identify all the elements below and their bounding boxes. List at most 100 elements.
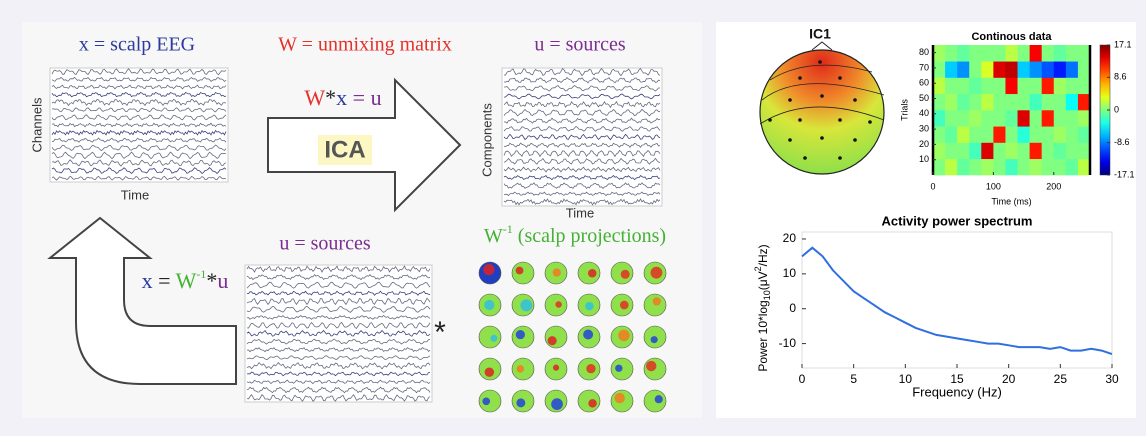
heat-cell bbox=[981, 126, 994, 143]
trace bbox=[504, 84, 660, 92]
heat-cell bbox=[981, 158, 994, 176]
heat-cell bbox=[1029, 45, 1042, 62]
trace bbox=[51, 114, 227, 121]
heat-cell bbox=[957, 61, 970, 78]
trace bbox=[503, 125, 661, 132]
heat-cell bbox=[957, 110, 970, 127]
trace bbox=[246, 265, 431, 273]
topo-blob bbox=[586, 363, 596, 374]
heat-cell bbox=[1005, 126, 1018, 143]
trace bbox=[246, 394, 431, 402]
trace bbox=[246, 305, 431, 313]
heat-cell bbox=[993, 93, 1006, 111]
electrode bbox=[868, 120, 872, 124]
electrode bbox=[838, 156, 842, 160]
heat-cell bbox=[945, 158, 958, 176]
heat-cell bbox=[1029, 61, 1042, 78]
topo-blob bbox=[555, 301, 562, 308]
trace bbox=[51, 144, 227, 152]
colorbar-label: 17.1 bbox=[1114, 39, 1132, 49]
electrode bbox=[820, 94, 824, 98]
heat-cell bbox=[993, 126, 1006, 143]
topo-blob bbox=[516, 365, 525, 373]
heat-cell bbox=[1041, 45, 1055, 62]
heat-cell bbox=[1005, 110, 1018, 127]
trace bbox=[503, 93, 661, 100]
y-tick-label: 10 bbox=[783, 266, 797, 280]
trace bbox=[246, 386, 431, 394]
heat-cell bbox=[1053, 45, 1067, 62]
x-tick-label: 0 bbox=[930, 181, 935, 191]
heat-cell bbox=[969, 110, 982, 127]
topo-blob bbox=[552, 364, 560, 371]
heat-cell bbox=[1017, 142, 1030, 160]
heat-cell bbox=[1077, 126, 1091, 143]
text: 10 bbox=[762, 290, 772, 300]
heat-cell bbox=[981, 142, 994, 160]
topo-blob bbox=[615, 364, 623, 372]
arrow bbox=[47, 216, 237, 385]
label: u = sources bbox=[534, 34, 625, 56]
y-tick-label: -10 bbox=[779, 336, 797, 350]
topo-blob bbox=[515, 266, 524, 275]
topo-blob bbox=[515, 330, 525, 340]
heat-cell bbox=[1065, 93, 1079, 111]
electrode bbox=[838, 118, 842, 122]
heat-cell bbox=[1029, 93, 1042, 111]
text: V bbox=[756, 271, 770, 279]
trace bbox=[503, 100, 661, 109]
sup: -1 bbox=[196, 267, 206, 281]
heat-cell bbox=[981, 61, 994, 78]
text: = bbox=[153, 268, 176, 293]
electrode bbox=[818, 60, 822, 64]
y-tick-label: 40 bbox=[919, 108, 929, 118]
trace bbox=[51, 175, 227, 181]
y-tick-label: 80 bbox=[919, 47, 929, 57]
heat-cell bbox=[1029, 110, 1042, 127]
ic-label: IC1 bbox=[809, 26, 831, 42]
heat-cell bbox=[969, 93, 982, 111]
heat-cell bbox=[993, 61, 1006, 78]
trace bbox=[246, 281, 431, 289]
heat-cell bbox=[1041, 110, 1055, 127]
topo-blob bbox=[552, 268, 561, 277]
electrode bbox=[853, 98, 857, 102]
text: (μ bbox=[756, 279, 770, 290]
x-tick-label: 200 bbox=[1046, 181, 1061, 191]
heat-cell bbox=[1053, 93, 1067, 111]
topo-blob bbox=[650, 336, 658, 344]
heat-cell bbox=[945, 142, 958, 160]
text: u bbox=[217, 268, 228, 293]
label: x = scalp EEG bbox=[79, 34, 195, 56]
y-tick-label: 30 bbox=[919, 123, 929, 133]
trace bbox=[51, 76, 227, 83]
x-tick-label: 25 bbox=[1054, 372, 1068, 386]
trace bbox=[503, 133, 661, 141]
heat-cell bbox=[1065, 126, 1079, 143]
axis-label: Time (ms) bbox=[991, 196, 1031, 206]
y-tick-label: 10 bbox=[919, 154, 929, 164]
heat-cell bbox=[969, 77, 982, 95]
heat-cell bbox=[1017, 61, 1030, 78]
text: (scalp projections) bbox=[513, 225, 666, 247]
axis-label: Channels bbox=[29, 97, 44, 152]
heat-cell bbox=[945, 77, 958, 95]
heat-cell bbox=[981, 45, 994, 62]
topo-blob bbox=[483, 263, 495, 276]
heat-cell bbox=[1041, 93, 1055, 111]
topo-blob bbox=[484, 299, 495, 311]
x-tick-label: 10 bbox=[899, 372, 913, 386]
heat-cell bbox=[1053, 61, 1067, 78]
heat-cell bbox=[1029, 142, 1042, 160]
heat-cell bbox=[1041, 77, 1055, 95]
heat-cell bbox=[957, 93, 970, 111]
operator: * bbox=[434, 316, 446, 349]
trace bbox=[51, 137, 227, 143]
topo-blob bbox=[482, 397, 491, 406]
heat-cell bbox=[969, 45, 982, 62]
y-tick-label: 50 bbox=[919, 93, 929, 103]
heat-cell bbox=[1077, 142, 1091, 160]
heat-cell bbox=[1005, 142, 1018, 160]
heat-cell bbox=[957, 126, 970, 143]
electrode bbox=[838, 76, 842, 80]
